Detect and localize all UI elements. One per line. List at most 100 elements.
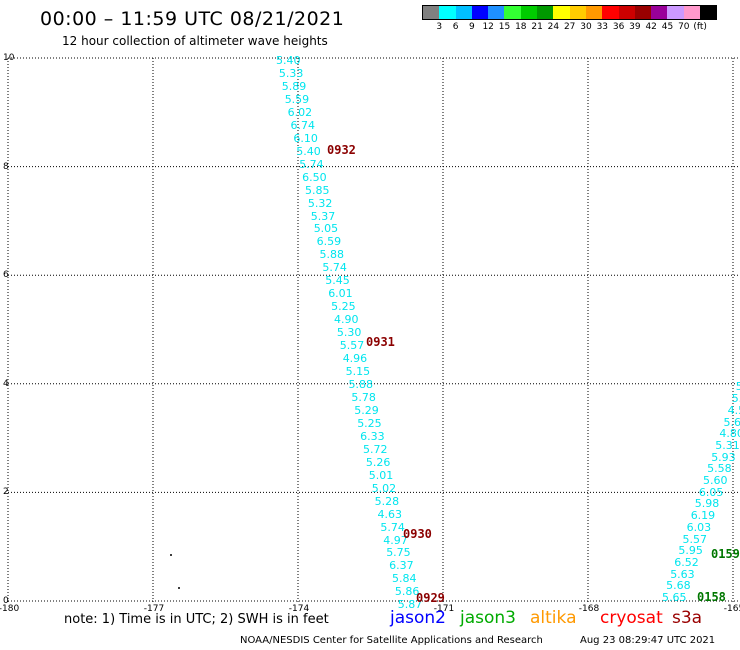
wave-height-value: 5.31 bbox=[715, 438, 740, 452]
wave-height-value: 5.33 bbox=[278, 66, 304, 80]
wave-height-value: 5.01 bbox=[368, 468, 394, 482]
y-tick-label: 0 bbox=[3, 596, 9, 606]
legend-swatch bbox=[439, 6, 456, 19]
wave-height-value: 6.03 bbox=[686, 520, 712, 534]
island-dot bbox=[170, 554, 172, 556]
wave-height-value: 5.74 bbox=[299, 157, 324, 171]
wave-height-value: 6.33 bbox=[360, 429, 385, 443]
pass-time-label: 0931 bbox=[366, 335, 395, 349]
satellite-name-s3a: s3a bbox=[672, 608, 703, 628]
page-title: 00:00 – 11:59 UTC 08/21/2021 bbox=[40, 8, 345, 30]
x-tick-label: -180 bbox=[0, 604, 20, 614]
x-tick-label: -177 bbox=[143, 604, 165, 614]
wave-height-value: 4.80 bbox=[719, 427, 740, 441]
pass-time-label: 0932 bbox=[327, 143, 356, 157]
legend-label: 27 bbox=[563, 22, 576, 32]
page-subtitle: 12 hour collection of altimeter wave hei… bbox=[62, 34, 328, 48]
legend-label: 45 bbox=[661, 22, 674, 32]
satellite-name-jason2: jason2 bbox=[390, 608, 446, 628]
wave-height-value: 5.45 bbox=[325, 274, 350, 288]
pass-time-label: 0159 bbox=[711, 547, 740, 561]
legend-swatch bbox=[585, 6, 603, 19]
legend-label: 70 bbox=[678, 22, 690, 32]
wave-height-value: 5.74 bbox=[380, 520, 405, 534]
legend-label: 42 bbox=[645, 22, 657, 32]
legend-swatch bbox=[553, 6, 570, 19]
y-tick-label: 8 bbox=[3, 161, 9, 172]
wave-height-value: 5.88 bbox=[319, 248, 345, 262]
legend-swatch bbox=[618, 6, 635, 19]
x-tick-label: -168 bbox=[578, 604, 600, 614]
wave-height-value: 5.32 bbox=[307, 196, 333, 210]
legend-swatch bbox=[537, 6, 554, 19]
graticule-grid bbox=[7, 57, 740, 604]
wave-height-value: 5.84 bbox=[392, 572, 417, 586]
wave-height-value: 5.03 bbox=[735, 380, 740, 394]
wave-height-value: 5.72 bbox=[363, 442, 388, 456]
wave-height-value: 5.78 bbox=[351, 390, 376, 404]
wave-height-value: 5.87 bbox=[397, 598, 423, 612]
legend-label: 24 bbox=[547, 22, 560, 32]
legend-label: 15 bbox=[498, 22, 511, 32]
wave-height-value: 4.90 bbox=[334, 313, 359, 327]
wave-height-value: 4.97 bbox=[383, 533, 408, 547]
wave-height-value: 6.02 bbox=[287, 105, 313, 119]
x-tick-label: -165 bbox=[723, 604, 740, 614]
y-tick-label: 4 bbox=[3, 378, 9, 389]
wave-height-value: 5.86 bbox=[394, 585, 420, 599]
wave-height-value: 5.29 bbox=[354, 403, 379, 417]
wave-height-value: 4.96 bbox=[342, 352, 368, 366]
wave-height-value: 5.98 bbox=[694, 497, 720, 511]
legend-swatch bbox=[667, 6, 684, 19]
pass-time-label: 0930 bbox=[403, 527, 432, 541]
wave-height-value: 5.26 bbox=[365, 455, 391, 469]
legend-label: 3 bbox=[436, 22, 443, 32]
wave-height-value: 6.10 bbox=[293, 131, 318, 145]
wave-height-value: 5.25 bbox=[331, 300, 356, 314]
legend-label: 12 bbox=[482, 22, 494, 32]
wave-height-value: 6.74 bbox=[290, 118, 316, 132]
legend-swatch bbox=[504, 6, 521, 19]
wave-height-value: 5.57 bbox=[339, 339, 365, 353]
map-plot-area bbox=[7, 57, 740, 604]
x-tick-label: -174 bbox=[288, 604, 310, 614]
legend-swatch bbox=[634, 6, 652, 19]
wave-height-value: 4.63 bbox=[377, 507, 403, 521]
wave-height-value: 5.60 bbox=[703, 474, 728, 487]
legend-label: 36 bbox=[612, 22, 625, 32]
units-note: note: 1) Time is in UTC; 2) SWH is in fe… bbox=[64, 612, 329, 627]
wave-height-value: 5.95 bbox=[678, 544, 703, 558]
wave-height-color-legend: 3 6 9 12 15 18 21 24 27 30 33 36 39 42 45 70 (ft) bbox=[422, 5, 718, 34]
pass-time-label: 0158 bbox=[697, 590, 726, 604]
legend-label: 9 bbox=[469, 22, 475, 32]
wave-height-value: 6.37 bbox=[389, 559, 414, 573]
wave-height-value: 6.05 bbox=[698, 485, 724, 499]
wave-height-value: 4.55 bbox=[727, 403, 740, 417]
wave-height-value: 5.88 bbox=[348, 378, 374, 391]
wave-height-value: 5.28 bbox=[374, 494, 400, 508]
satellite-name-jason3: jason3 bbox=[460, 608, 516, 628]
legend-swatch bbox=[471, 6, 489, 19]
legend-swatch bbox=[520, 6, 538, 19]
wave-height-value: 5.93 bbox=[711, 450, 736, 464]
satellite-name-cryosat: cryosat bbox=[600, 608, 663, 628]
legend-labels: 3 6 9 12 15 18 21 24 27 30 33 36 39 42 45 70 (ft) bbox=[422, 20, 717, 34]
wave-height-value: 5.89 bbox=[281, 79, 307, 93]
legend-label: (ft) bbox=[693, 22, 707, 32]
wave-height-value: 6.50 bbox=[302, 170, 327, 184]
wave-height-value: 5.02 bbox=[371, 481, 397, 495]
wave-height-value: 5.30 bbox=[336, 326, 362, 340]
legend-label: 21 bbox=[531, 22, 543, 32]
wave-height-value: 6.52 bbox=[674, 555, 699, 569]
wave-height-value: 6.59 bbox=[316, 235, 342, 249]
legend-swatch bbox=[569, 6, 586, 19]
wave-height-value: 5.58 bbox=[707, 462, 732, 476]
wave-height-value: 5.68 bbox=[723, 415, 740, 429]
legend-swatch bbox=[423, 6, 440, 19]
x-tick-label: -171 bbox=[433, 604, 455, 614]
wave-height-value: 6.19 bbox=[690, 509, 716, 523]
legend-swatch bbox=[651, 6, 668, 19]
wave-height-value: 5.68 bbox=[666, 579, 691, 593]
wave-height-value: 5.40 bbox=[296, 144, 321, 158]
legend-swatch bbox=[683, 6, 701, 19]
